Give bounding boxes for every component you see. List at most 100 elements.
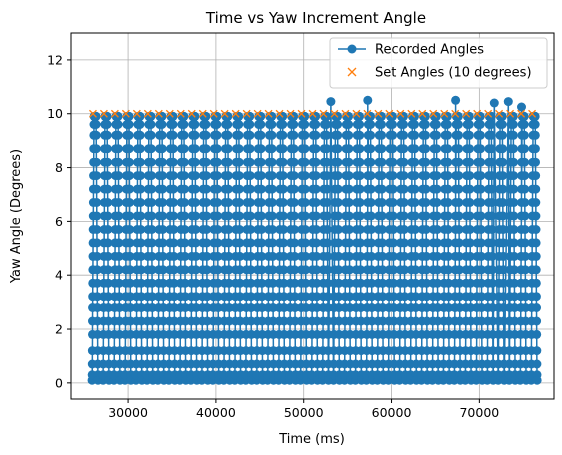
recorded-angle-point	[454, 198, 464, 207]
recorded-angle-point	[213, 303, 223, 312]
set-angle-point	[407, 109, 416, 118]
recorded-angle-point	[444, 278, 453, 288]
set-angle-point	[330, 109, 339, 118]
recorded-angle-point	[136, 265, 146, 275]
recorded-angle-point	[235, 238, 245, 248]
recorded-angle-point	[400, 303, 410, 312]
recorded-angle-point	[497, 130, 507, 140]
recorded-angle-point	[323, 251, 333, 261]
set-angle-point	[264, 109, 273, 118]
recorded-angle-point	[212, 184, 222, 194]
recorded-angle-point	[345, 251, 354, 261]
recorded-angle-point	[201, 184, 211, 194]
recorded-angle-point	[91, 120, 101, 129]
recorded-angle-point	[201, 130, 211, 140]
recorded-angle-point	[268, 265, 278, 275]
recorded-angle-point	[355, 120, 365, 129]
recorded-angle-point	[345, 278, 355, 288]
recorded-angle-point	[147, 303, 157, 312]
recorded-angle-point	[451, 95, 461, 105]
recorded-angle-point	[388, 120, 397, 129]
recorded-angle-point	[345, 303, 355, 312]
recorded-angle-point	[311, 225, 321, 234]
recorded-angle-point	[147, 238, 157, 248]
set-angle-point	[418, 109, 427, 118]
set-angle-point	[231, 109, 240, 118]
recorded-angle-point	[169, 238, 179, 248]
recorded-angle-point	[322, 198, 332, 207]
recorded-angle-point	[311, 144, 321, 154]
recorded-angle-point	[519, 130, 529, 140]
recorded-angle-point	[464, 130, 474, 140]
recorded-angle-point	[489, 98, 499, 108]
recorded-angle-point	[312, 238, 321, 248]
recorded-angle-point	[158, 292, 168, 302]
recorded-angle-point	[355, 157, 365, 167]
recorded-angle-point	[257, 225, 266, 234]
recorded-angle-point	[431, 120, 441, 129]
set-angle-point	[374, 109, 383, 118]
recorded-angle-point	[147, 225, 157, 234]
set-angle-point	[484, 109, 493, 118]
recorded-angle-point	[355, 144, 365, 154]
recorded-angle-point	[366, 184, 376, 194]
recorded-angle-point	[333, 171, 343, 181]
legend-set-label: Set Angles (10 degrees)	[375, 66, 532, 81]
recorded-angle-point	[267, 120, 277, 129]
recorded-angle-point	[356, 278, 366, 288]
recorded-angle-point	[344, 238, 354, 248]
recorded-angle-point	[234, 184, 244, 194]
recorded-angle-point	[366, 171, 376, 181]
recorded-angle-point	[399, 251, 409, 261]
recorded-angle-point	[257, 251, 267, 261]
recorded-angle-point	[157, 130, 167, 140]
recorded-angle-point	[476, 225, 486, 234]
recorded-angle-point	[344, 211, 354, 221]
recorded-angle-point	[224, 251, 234, 261]
recorded-angle-point	[509, 171, 519, 181]
recorded-angle-point	[454, 265, 464, 275]
recorded-angle-point	[399, 198, 409, 207]
recorded-angle-point	[235, 292, 245, 302]
recorded-angle-point	[399, 120, 408, 129]
recorded-angle-point	[378, 251, 387, 261]
recorded-angle-point	[411, 292, 421, 302]
recorded-angle-point	[421, 225, 431, 234]
recorded-angle-point	[147, 265, 157, 275]
recorded-angle-point	[421, 130, 430, 140]
recorded-angle-point	[477, 292, 487, 302]
recorded-angle-point	[509, 278, 519, 288]
recorded-angle-point	[125, 184, 134, 194]
recorded-angle-point	[256, 130, 266, 140]
recorded-angle-point	[179, 171, 189, 181]
recorded-angle-point	[344, 157, 354, 167]
legend-set-marker	[347, 67, 357, 77]
recorded-angle-point	[179, 120, 189, 129]
recorded-angle-point	[322, 211, 332, 221]
recorded-angle-point	[201, 120, 211, 129]
recorded-angle-point	[256, 211, 266, 221]
recorded-angle-point	[301, 278, 311, 288]
recorded-angle-point	[234, 144, 244, 154]
recorded-angle-point	[114, 184, 123, 194]
recorded-angle-point	[136, 292, 146, 302]
recorded-angle-point	[476, 157, 486, 167]
set-angle-point	[319, 109, 328, 118]
chart-title: Time vs Yaw Increment Angle	[205, 9, 426, 27]
recorded-angle-point	[202, 278, 212, 288]
recorded-angle-point	[224, 211, 233, 221]
recorded-angle-point	[432, 171, 442, 181]
recorded-angle-point	[410, 211, 420, 221]
recorded-angle-point	[388, 184, 398, 194]
recorded-angle-point	[202, 292, 212, 302]
recorded-angle-point	[367, 278, 377, 288]
recorded-angle-point	[355, 198, 365, 207]
recorded-angle-point	[433, 265, 442, 275]
recorded-angle-point	[124, 120, 134, 129]
recorded-angle-point	[410, 184, 420, 194]
recorded-angle-point	[180, 251, 190, 261]
recorded-angle-point	[125, 292, 135, 302]
recorded-angle-point	[92, 225, 102, 234]
recorded-angle-point	[455, 303, 465, 312]
recorded-angle-point	[136, 278, 146, 288]
